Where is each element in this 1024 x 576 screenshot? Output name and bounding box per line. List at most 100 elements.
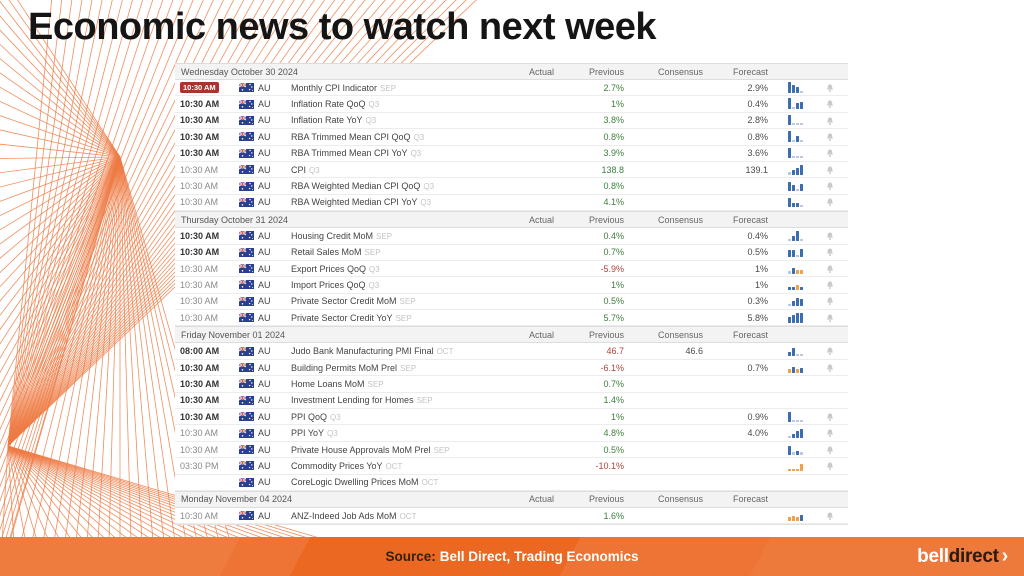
bell-cell[interactable] xyxy=(812,115,848,125)
sparkline-chart-icon[interactable] xyxy=(768,313,812,323)
bell-icon[interactable] xyxy=(826,297,834,306)
calendar-row[interactable]: 10:30 AM AU Housing Credit MoM SEP 0.4% 0.4% xyxy=(175,228,848,245)
event-link[interactable]: Export Prices QoQ Q3 xyxy=(291,264,494,274)
sparkline-chart-icon[interactable] xyxy=(768,181,812,192)
sparkline-chart-icon[interactable] xyxy=(768,412,812,422)
calendar-row[interactable]: 10:30 AM AU RBA Weighted Median CPI YoY Q3… xyxy=(175,194,848,212)
bell-cell[interactable] xyxy=(812,280,848,290)
event-link[interactable]: Housing Credit MoM SEP xyxy=(291,231,494,241)
sparkline-chart-icon[interactable] xyxy=(768,296,812,307)
calendar-row[interactable]: 10:30 AM AU Building Permits MoM Prel SEP -… xyxy=(175,359,848,377)
calendar-row[interactable]: 10:30 AM AU Retail Sales MoM SEP 0.7% 0.5% xyxy=(175,244,848,261)
bell-icon[interactable] xyxy=(826,413,834,422)
sparkline-chart-icon[interactable] xyxy=(768,231,812,241)
bell-icon[interactable] xyxy=(826,198,834,207)
calendar-row[interactable]: 10:30 AM AU Private Sector Credit MoM SEP 0… xyxy=(175,293,848,311)
sparkline-chart-icon[interactable] xyxy=(768,346,812,357)
sparkline-chart-icon[interactable] xyxy=(768,247,812,258)
bell-cell[interactable] xyxy=(812,99,848,109)
calendar-row[interactable]: 10:30 AM AU RBA Trimmed Mean CPI QoQ Q3 0.8… xyxy=(175,129,848,146)
calendar-row[interactable]: 10:30 AM AU CPI Q3 138.8 139.1 xyxy=(175,161,848,179)
bell-cell[interactable] xyxy=(812,511,848,521)
sparkline-chart-icon[interactable] xyxy=(768,428,812,439)
bell-cell[interactable] xyxy=(812,181,848,191)
event-link[interactable]: CPI Q3 xyxy=(291,165,494,175)
bell-cell[interactable] xyxy=(812,461,848,471)
bell-cell[interactable] xyxy=(812,148,848,158)
event-link[interactable]: Retail Sales MoM SEP xyxy=(291,247,494,257)
bell-icon[interactable] xyxy=(826,149,834,158)
calendar-row[interactable]: 10:30 AM AU Inflation Rate QoQ Q3 1% 0.4% xyxy=(175,96,848,113)
bell-icon[interactable] xyxy=(826,248,834,257)
sparkline-chart-icon[interactable] xyxy=(768,82,812,93)
event-link[interactable]: Private Sector Credit YoY SEP xyxy=(291,313,494,323)
sparkline-chart-icon[interactable] xyxy=(768,114,812,126)
event-link[interactable]: Inflation Rate QoQ Q3 xyxy=(291,99,494,109)
bell-cell[interactable] xyxy=(812,165,848,175)
calendar-row[interactable]: 10:30 AM AU Home Loans MoM SEP 0.7% xyxy=(175,376,848,393)
bell-cell[interactable] xyxy=(812,428,848,438)
event-link[interactable]: CoreLogic Dwelling Prices MoM OCT xyxy=(291,477,494,487)
event-link[interactable]: Commodity Prices YoY OCT xyxy=(291,461,494,471)
sparkline-chart-icon[interactable] xyxy=(768,511,812,521)
bell-icon[interactable] xyxy=(826,100,834,109)
bell-cell[interactable] xyxy=(812,197,848,207)
calendar-row[interactable]: 08:00 AM AU Judo Bank Manufacturing PMI F… xyxy=(175,343,848,360)
sparkline-chart-icon[interactable] xyxy=(768,98,812,110)
event-link[interactable]: Private House Approvals MoM Prel SEP xyxy=(291,445,494,455)
calendar-row[interactable]: 10:30 AM AU ANZ-Indeed Job Ads MoM OCT 1.6% xyxy=(175,507,848,525)
bell-cell[interactable] xyxy=(812,346,848,356)
calendar-row[interactable]: AU CoreLogic Dwelling Prices MoM OCT xyxy=(175,474,848,491)
bell-cell[interactable] xyxy=(812,296,848,306)
event-link[interactable]: Inflation Rate YoY Q3 xyxy=(291,115,494,125)
sparkline-chart-icon[interactable] xyxy=(768,165,812,175)
calendar-row[interactable]: 10:30 AM AU PPI YoY Q3 4.8% 4.0% xyxy=(175,425,848,442)
bell-cell[interactable] xyxy=(812,264,848,274)
calendar-row[interactable]: 10:30 AM AU Export Prices QoQ Q3 -5.9% 1% xyxy=(175,260,848,278)
calendar-row[interactable]: 10:30 AM AU Inflation Rate YoY Q3 3.8% 2.8% xyxy=(175,112,848,130)
event-link[interactable]: RBA Weighted Median CPI QoQ Q3 xyxy=(291,181,494,191)
bell-icon[interactable] xyxy=(826,512,834,521)
bell-cell[interactable] xyxy=(812,412,848,422)
calendar-row[interactable]: 10:30 AM AU PPI QoQ Q3 1% 0.9% xyxy=(175,409,848,426)
bell-icon[interactable] xyxy=(826,347,834,356)
calendar-row[interactable]: 10:30 AM AU Private Sector Credit YoY SEP 5… xyxy=(175,310,848,327)
bell-cell[interactable] xyxy=(812,83,848,93)
sparkline-chart-icon[interactable] xyxy=(768,264,812,274)
event-link[interactable]: RBA Weighted Median CPI YoY Q3 xyxy=(291,197,494,207)
event-link[interactable]: Home Loans MoM SEP xyxy=(291,379,494,389)
calendar-row[interactable]: 10:30 AM AU Private House Approvals MoM P… xyxy=(175,441,848,459)
calendar-row[interactable]: 10:30 AM AU Investment Lending for Homes S… xyxy=(175,392,848,410)
event-link[interactable]: RBA Trimmed Mean CPI YoY Q3 xyxy=(291,148,494,158)
bell-icon[interactable] xyxy=(826,446,834,455)
event-link[interactable]: Judo Bank Manufacturing PMI Final OCT xyxy=(291,346,494,356)
bell-icon[interactable] xyxy=(826,232,834,241)
calendar-row[interactable]: 10:30 AM AU RBA Weighted Median CPI QoQ Q3… xyxy=(175,178,848,195)
event-link[interactable]: Investment Lending for Homes SEP xyxy=(291,395,494,405)
event-link[interactable]: RBA Trimmed Mean CPI QoQ Q3 xyxy=(291,132,494,142)
event-link[interactable]: Building Permits MoM Prel SEP xyxy=(291,363,494,373)
event-link[interactable]: Private Sector Credit MoM SEP xyxy=(291,296,494,306)
bell-cell[interactable] xyxy=(812,132,848,142)
bell-cell[interactable] xyxy=(812,444,848,454)
calendar-row[interactable]: 10:30 AM AU Monthly CPI Indicator SEP 2.7% 2… xyxy=(175,80,848,97)
bell-cell[interactable] xyxy=(812,231,848,241)
event-link[interactable]: ANZ-Indeed Job Ads MoM OCT xyxy=(291,511,494,521)
calendar-row[interactable]: 10:30 AM AU Import Prices QoQ Q3 1% 1% xyxy=(175,277,848,294)
bell-icon[interactable] xyxy=(826,364,834,373)
bell-icon[interactable] xyxy=(826,182,834,191)
calendar-row[interactable]: 03:30 PM AU Commodity Prices YoY OCT -10.1% xyxy=(175,458,848,475)
bell-icon[interactable] xyxy=(826,314,834,323)
sparkline-chart-icon[interactable] xyxy=(768,445,812,455)
bell-cell[interactable] xyxy=(812,362,848,372)
sparkline-chart-icon[interactable] xyxy=(768,197,812,208)
calendar-row[interactable]: 10:30 AM AU RBA Trimmed Mean CPI YoY Q3 3.9… xyxy=(175,145,848,162)
bell-icon[interactable] xyxy=(826,166,834,175)
bell-icon[interactable] xyxy=(826,84,834,93)
event-link[interactable]: Import Prices QoQ Q3 xyxy=(291,280,494,290)
bell-icon[interactable] xyxy=(826,462,834,471)
sparkline-chart-icon[interactable] xyxy=(768,147,812,159)
bell-icon[interactable] xyxy=(826,429,834,438)
event-link[interactable]: PPI QoQ Q3 xyxy=(291,412,494,422)
bell-icon[interactable] xyxy=(826,265,834,274)
